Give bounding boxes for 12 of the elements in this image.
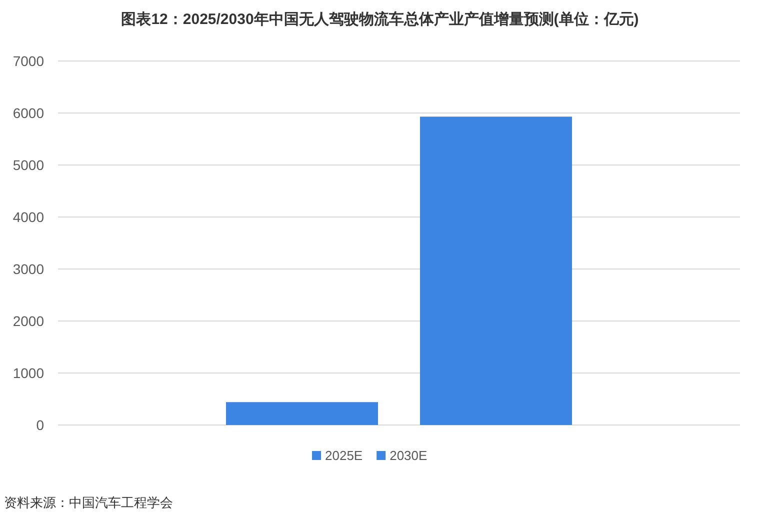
text: 资料来源：中国汽车工程学会 — [4, 495, 173, 510]
y-tick-label: 2000 — [12, 313, 44, 329]
y-tick-label: 3000 — [12, 261, 44, 277]
y-tick-label: 0 — [36, 417, 44, 433]
chart-title: 图表12：2025/2030年中国无人驾驶物流车总体产业产值增量预测(单位：亿元) — [121, 10, 639, 28]
y-tick-label: 5000 — [12, 157, 44, 173]
legend-label: 2025E — [325, 448, 363, 463]
y-tick-label: 7000 — [12, 53, 44, 69]
y-tick-label: 6000 — [12, 105, 44, 121]
y-tick-label: 4000 — [12, 209, 44, 225]
y-tick-label: 1000 — [12, 365, 44, 381]
legend-label: 2030E — [390, 448, 428, 463]
